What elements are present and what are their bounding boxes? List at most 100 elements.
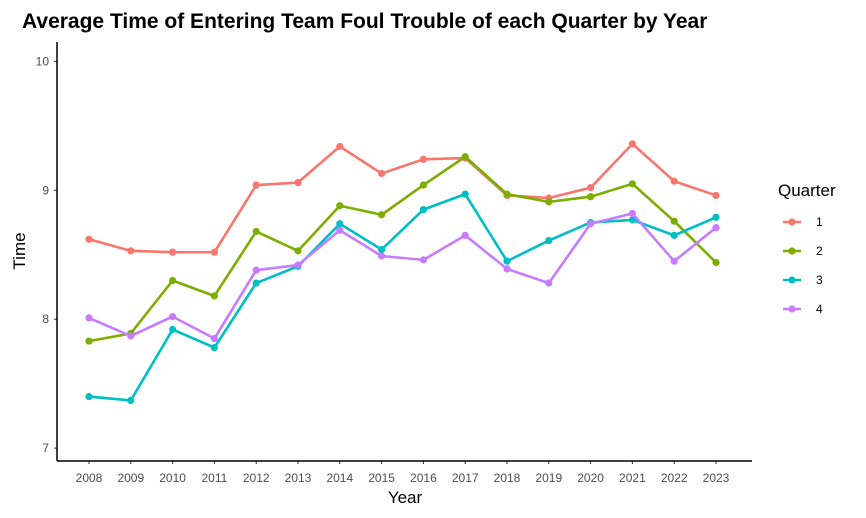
series-line-1 <box>87 142 718 254</box>
legend-key-point <box>788 247 796 255</box>
data-point <box>294 261 302 269</box>
data-point <box>419 155 427 163</box>
x-axis-ticks: 2008 2009 2010 2011 2012 2013 2014 2015 2016 2017… <box>76 461 730 485</box>
x-tick-label: 2009 <box>117 471 144 485</box>
series-1 <box>85 140 720 256</box>
data-point <box>252 279 260 287</box>
data-point <box>169 248 177 256</box>
data-point <box>378 252 386 260</box>
x-axis-title: Year <box>388 488 423 507</box>
data-point <box>336 142 344 151</box>
x-tick-label: 2017 <box>452 471 479 485</box>
legend-title: Quarter <box>778 181 836 200</box>
data-point <box>378 169 386 178</box>
data-point <box>252 181 260 189</box>
y-tick-label: 9 <box>42 183 49 197</box>
x-tick-label: 2021 <box>619 471 646 485</box>
data-point <box>461 231 469 239</box>
x-tick-label: 2023 <box>703 471 730 485</box>
legend-label: 1 <box>816 215 823 229</box>
data-point <box>336 220 344 228</box>
series-3 <box>85 190 720 405</box>
legend-item-3: 3 <box>783 273 823 287</box>
series-line-3 <box>87 192 718 402</box>
data-point <box>85 314 93 322</box>
x-tick-label: 2008 <box>76 471 103 485</box>
legend-label: 3 <box>816 273 823 287</box>
data-point <box>628 140 637 148</box>
data-point <box>587 184 595 192</box>
legend: Quarter 1 2 3 4 <box>778 181 836 316</box>
data-point <box>461 153 469 161</box>
data-point <box>545 198 553 206</box>
legend-key-point <box>788 218 796 226</box>
data-point <box>670 257 678 265</box>
data-point <box>587 220 595 228</box>
x-tick-label: 2012 <box>243 471 270 485</box>
data-point <box>628 216 637 224</box>
data-point <box>628 180 637 188</box>
data-point <box>210 248 218 256</box>
data-point <box>210 334 218 343</box>
legend-label: 4 <box>816 302 823 316</box>
data-point <box>670 217 678 225</box>
x-tick-label: 2022 <box>661 471 688 485</box>
x-tick-label: 2013 <box>285 471 312 485</box>
data-point <box>503 265 511 273</box>
y-tick-label: 10 <box>36 54 50 68</box>
data-point <box>336 202 344 210</box>
data-point <box>85 235 93 243</box>
series-line-4 <box>87 212 718 340</box>
legend-item-4: 4 <box>783 302 823 316</box>
data-point <box>127 247 135 255</box>
series-4 <box>85 209 720 343</box>
x-tick-label: 2014 <box>326 471 353 485</box>
data-point <box>210 292 218 300</box>
data-point <box>503 190 511 198</box>
data-point <box>252 266 260 274</box>
series-2 <box>85 153 720 345</box>
y-axis-title: Time <box>10 232 29 269</box>
data-point <box>545 279 553 287</box>
data-point <box>419 256 427 264</box>
data-point <box>85 392 93 401</box>
data-point <box>712 258 720 267</box>
x-tick-label: 2016 <box>410 471 437 485</box>
y-axis-ticks: 7 8 9 10 <box>36 54 57 455</box>
x-tick-label: 2015 <box>368 471 395 485</box>
x-tick-label: 2010 <box>159 471 186 485</box>
data-point <box>419 206 427 214</box>
legend-key-point <box>788 276 796 284</box>
data-point <box>169 313 177 321</box>
series-line-2 <box>87 155 718 343</box>
data-point <box>169 325 177 334</box>
data-point <box>503 257 511 265</box>
data-point <box>210 343 218 352</box>
chart-title: Average Time of Entering Team Foul Troub… <box>22 10 707 33</box>
data-point <box>294 178 302 187</box>
legend-item-2: 2 <box>783 244 823 258</box>
data-point <box>587 193 595 201</box>
data-point <box>378 245 386 254</box>
data-point <box>712 213 720 221</box>
y-tick-label: 8 <box>42 312 49 326</box>
data-point <box>628 209 637 218</box>
legend-item-1: 1 <box>783 215 823 229</box>
data-point <box>461 190 469 198</box>
x-tick-label: 2018 <box>494 471 521 485</box>
y-tick-label: 7 <box>42 441 49 455</box>
data-point <box>670 177 678 185</box>
x-tick-label: 2019 <box>535 471 562 485</box>
legend-key-point <box>788 305 796 313</box>
legend-label: 2 <box>816 244 823 258</box>
data-point <box>169 276 177 285</box>
data-point <box>127 332 135 340</box>
data-point <box>419 181 427 189</box>
data-point <box>85 337 93 345</box>
data-point <box>670 231 678 239</box>
data-point <box>712 224 720 232</box>
data-point <box>252 227 260 236</box>
x-tick-label: 2020 <box>577 471 604 485</box>
data-point <box>294 247 302 255</box>
